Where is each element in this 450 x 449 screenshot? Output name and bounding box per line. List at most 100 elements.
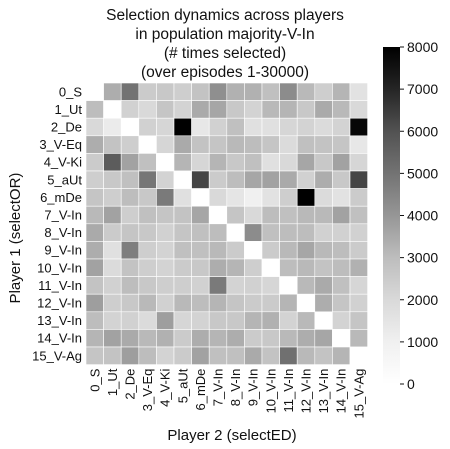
heatmap-cell (226, 100, 245, 119)
heatmap-cell (261, 241, 280, 260)
heatmap-cell (173, 100, 192, 119)
x-tick-label: 13_V-In (316, 369, 331, 414)
heatmap-cell (156, 293, 175, 313)
heatmap-cell (244, 241, 263, 260)
heatmap-cell (208, 293, 228, 313)
y-tick-label: 4_V-Ki (44, 155, 82, 170)
heatmap-cell (120, 82, 140, 101)
heatmap-cell (173, 293, 192, 313)
heatmap-cell (314, 223, 333, 242)
heatmap-cell (103, 241, 122, 260)
heatmap-cell (279, 293, 298, 313)
heatmap-cell (314, 258, 333, 277)
heatmap-cell (120, 223, 140, 242)
heatmap-cell (173, 135, 192, 154)
colorbar-tick-label: 4000 (407, 208, 438, 224)
heatmap-cell (208, 82, 228, 101)
heatmap-cell (208, 170, 228, 189)
heatmap-cell (208, 153, 228, 172)
x-tick-label: 8_V-In (228, 369, 243, 407)
heatmap-cell (296, 100, 316, 119)
heatmap-cell (120, 241, 140, 260)
heatmap-cell (244, 100, 263, 119)
heatmap-cell (261, 258, 280, 277)
heatmap-cell (332, 329, 351, 348)
heatmap-cell (138, 258, 157, 277)
heatmap-cell (103, 346, 122, 365)
heatmap-cell (103, 329, 122, 348)
colorbar: 0 1000 2000 3000 4000 5000 6000 7000 8000 (383, 39, 438, 392)
heatmap-cell (156, 188, 175, 207)
heatmap-cell (332, 135, 351, 154)
heatmap-cell (191, 293, 210, 313)
heatmap-cell (226, 205, 245, 225)
heatmap-cell (226, 311, 245, 330)
heatmap-cell (261, 329, 280, 348)
heatmap-cell (120, 135, 140, 154)
x-tick-label: 1_Ut (105, 368, 120, 396)
heatmap-cell (314, 117, 333, 137)
heatmap-cell (208, 135, 228, 154)
heatmap-cell (244, 135, 263, 154)
heatmap-cell (296, 258, 316, 277)
heatmap-cell (261, 153, 280, 172)
heatmap-cell (296, 82, 316, 101)
heatmap-cell (226, 188, 245, 207)
heatmap-cell (173, 117, 192, 137)
heatmap-cell (261, 276, 280, 295)
heatmap-cell (191, 329, 210, 348)
heatmap-cell (173, 241, 192, 260)
heatmap-cell (279, 276, 298, 295)
heatmap-cell (314, 276, 333, 295)
x-tick-label: 7_V-In (211, 369, 226, 407)
heatmap-cell (120, 170, 140, 189)
heatmap-cell (244, 258, 263, 277)
y-tick-label: 7_V-In (44, 208, 82, 223)
y-tick-label: 11_V-In (38, 278, 82, 293)
heatmap-cell (85, 100, 104, 119)
heatmap-cell (244, 205, 263, 225)
y-tick-label: 6_mDe (40, 190, 82, 205)
heatmap-cell (349, 311, 368, 330)
heatmap-cell (314, 82, 333, 101)
heatmap-cell (279, 82, 298, 101)
y-tick-label: 1_Ut (55, 102, 83, 117)
heatmap-cell (85, 170, 104, 189)
x-tick-label: 3_V-Eq (140, 369, 155, 412)
heatmap-cell (156, 276, 175, 295)
heatmap-cell (279, 223, 298, 242)
heatmap-cell (279, 153, 298, 172)
heatmap-cell (279, 100, 298, 119)
heatmap-cell (332, 82, 351, 101)
colorbar-tick-label: 7000 (407, 81, 438, 97)
heatmap-cell (191, 82, 210, 101)
heatmap-cell (120, 205, 140, 225)
heatmap-cell (85, 258, 104, 277)
heatmap-cell (208, 188, 228, 207)
heatmap-cell (226, 117, 245, 137)
heatmap-cell (156, 117, 175, 137)
heatmap-cell (261, 311, 280, 330)
heatmap-cell (208, 311, 228, 330)
heatmap-cell (261, 223, 280, 242)
heatmap-cell (120, 346, 140, 365)
x-axis-label: Player 2 (selectED) (167, 427, 296, 444)
y-tick-label: 12_V-In (37, 296, 82, 311)
heatmap-cell (191, 258, 210, 277)
heatmap-cell (244, 329, 263, 348)
heatmap-cell (261, 100, 280, 119)
heatmap-cell (296, 276, 316, 295)
heatmap-cell (296, 293, 316, 313)
heatmap-cell (85, 82, 104, 101)
x-tick-label: 4_V-Ki (158, 368, 173, 406)
heatmap-cell (85, 188, 104, 207)
colorbar-tick-label: 0 (407, 376, 415, 392)
heatmap-cell (173, 258, 192, 277)
x-tick-label: 15_V-Ag (351, 369, 366, 419)
heatmap-cell (156, 205, 175, 225)
heatmap-cell (138, 82, 157, 101)
heatmap-cell (85, 329, 104, 348)
heatmap-cell (191, 311, 210, 330)
heatmap-cell (120, 117, 140, 137)
heatmap-cell (226, 258, 245, 277)
